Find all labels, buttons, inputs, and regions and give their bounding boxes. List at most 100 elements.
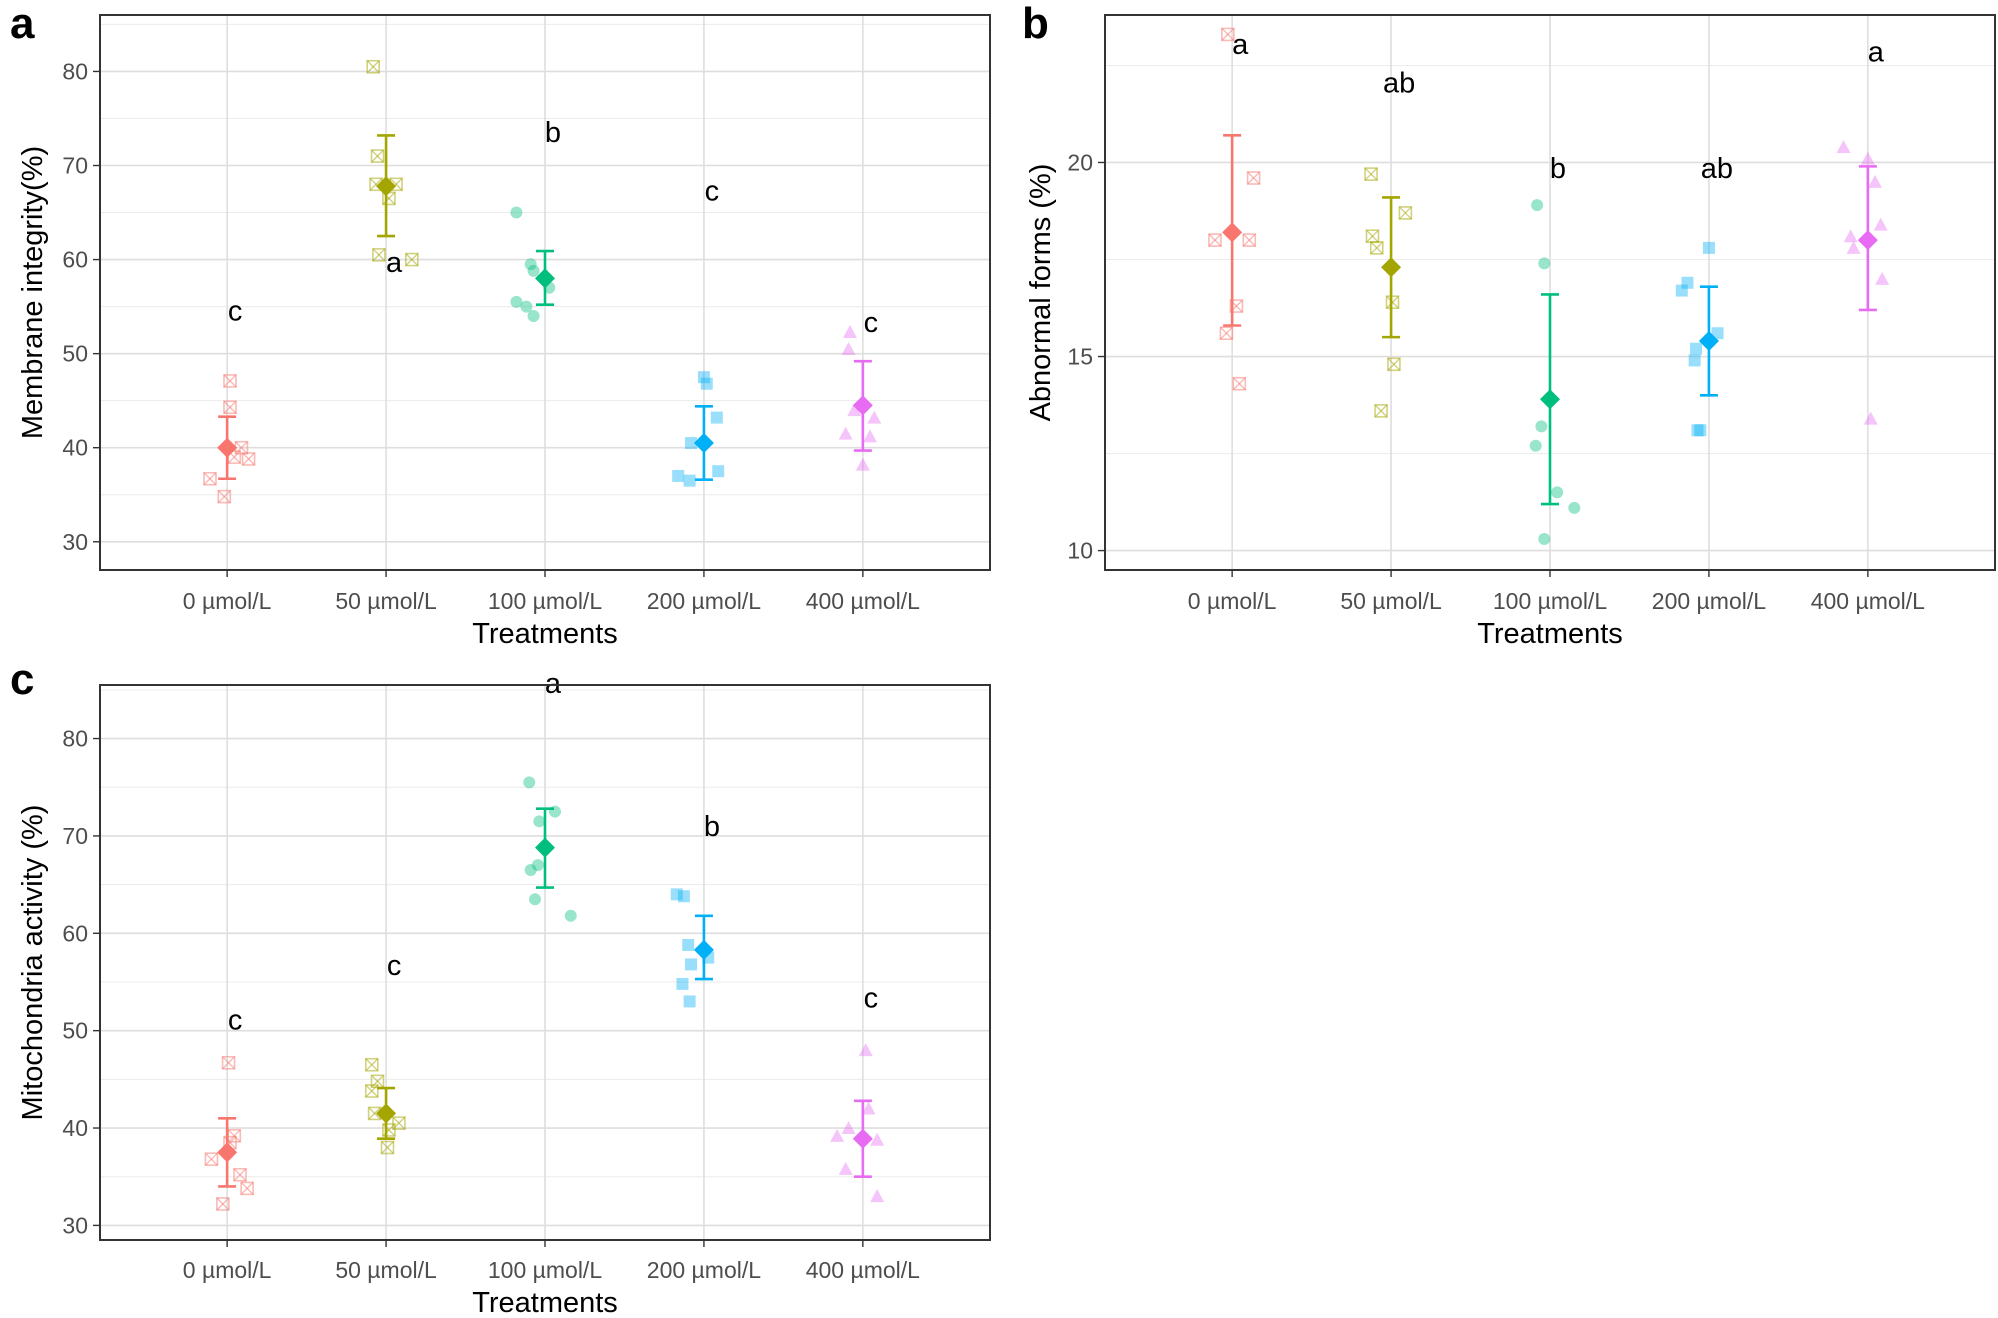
panel-label: a [10, 0, 35, 48]
x-tick-label: 100 µmol/L [1493, 588, 1607, 614]
x-tick-label: 0 µmol/L [1188, 588, 1277, 614]
data-point [682, 938, 695, 951]
significance-letter: ab [1383, 68, 1415, 100]
data-point [710, 411, 723, 424]
x-tick-label: 400 µmol/L [806, 588, 920, 614]
data-point [223, 374, 237, 388]
data-point [364, 1057, 379, 1072]
data-point [712, 465, 725, 478]
data-point [1535, 420, 1548, 433]
data-point [683, 474, 696, 487]
significance-letter: c [705, 175, 720, 207]
panel-border [99, 684, 991, 1241]
mean-marker [1857, 230, 1878, 251]
data-point [1387, 357, 1401, 372]
data-point [1691, 424, 1704, 437]
data-point [1529, 439, 1542, 452]
data-point [1364, 167, 1378, 181]
data-point [830, 1128, 845, 1142]
mean-marker [1540, 389, 1560, 410]
y-tick-label: 50 [62, 341, 88, 367]
data-point [221, 1055, 236, 1070]
significance-letter: c [228, 1005, 243, 1037]
y-tick-label: 30 [62, 1212, 88, 1238]
y-tick-label: 15 [1067, 344, 1093, 370]
data-point [524, 258, 537, 271]
data-point [520, 300, 533, 313]
significance-letter: c [864, 307, 879, 339]
data-point [527, 310, 540, 323]
data-point [1385, 295, 1400, 310]
data-point [510, 295, 523, 308]
y-tick-label: 60 [62, 920, 88, 946]
x-tick-label: 400 µmol/L [1811, 588, 1925, 614]
data-point [1868, 174, 1883, 188]
y-tick-label: 70 [62, 153, 88, 179]
data-point [1690, 342, 1703, 355]
data-point [670, 888, 683, 901]
mean-marker [535, 837, 555, 858]
significance-letter: c [864, 982, 879, 1014]
data-point [1242, 233, 1257, 247]
significance-letter: c [228, 296, 243, 328]
y-axis-title: Membrane integrity(%) [17, 146, 49, 439]
significance-letter: a [1868, 37, 1885, 69]
data-point [524, 864, 537, 876]
mean-marker [1698, 331, 1719, 352]
data-point [217, 489, 232, 504]
data-point [1702, 241, 1715, 254]
panel-label: b [1022, 0, 1049, 48]
mean-marker [693, 433, 714, 454]
mean-marker [376, 1103, 397, 1124]
panel-label: c [10, 655, 34, 704]
data-point [1531, 199, 1544, 212]
data-point [683, 995, 696, 1008]
data-point [240, 1181, 254, 1196]
data-point [677, 890, 690, 903]
data-point [676, 977, 689, 990]
data-point [372, 248, 386, 262]
data-point [405, 252, 419, 267]
x-tick-label: 100 µmol/L [488, 588, 602, 614]
x-tick-label: 50 µmol/L [335, 588, 437, 614]
x-axis-title: Treatments [1477, 618, 1623, 650]
data-point [1232, 376, 1247, 391]
data-point [1694, 424, 1707, 437]
panel-c: c 30 40 50 60 70 80 0 µmol/L 50 µmol/L 100 µmol/L… [10, 655, 991, 1318]
data-point [1398, 206, 1413, 220]
data-point [1860, 151, 1875, 165]
data-point [1711, 327, 1724, 340]
data-point [1208, 233, 1222, 247]
y-tick-label: 30 [62, 529, 88, 555]
y-tick-label: 80 [62, 58, 88, 84]
data-point [233, 1167, 247, 1182]
panel-border [99, 14, 991, 571]
x-tick-label: 200 µmol/L [1652, 588, 1766, 614]
x-tick-label: 0 µmol/L [183, 1257, 272, 1283]
data-point [203, 471, 217, 486]
mean-marker [217, 1142, 238, 1163]
data-point [700, 377, 713, 390]
mean-marker [376, 176, 397, 197]
significance-letter: a [386, 247, 403, 279]
data-point [838, 426, 853, 440]
data-point [842, 325, 857, 339]
data-point [841, 1121, 856, 1135]
data-point [223, 400, 237, 415]
mean-marker [1222, 222, 1243, 243]
data-point [847, 403, 862, 417]
data-point [392, 1116, 406, 1130]
data-point [527, 264, 540, 277]
x-tick-label: 200 µmol/L [647, 588, 761, 614]
data-point [870, 1189, 885, 1203]
mean-marker [535, 268, 555, 289]
mean-marker [852, 1128, 873, 1149]
x-tick-label: 0 µmol/L [183, 588, 272, 614]
data-point [838, 1161, 853, 1175]
mean-marker [693, 939, 714, 960]
significance-letter: a [545, 668, 562, 700]
data-point [510, 206, 523, 219]
data-point [1688, 354, 1701, 367]
y-tick-label: 50 [62, 1018, 88, 1044]
